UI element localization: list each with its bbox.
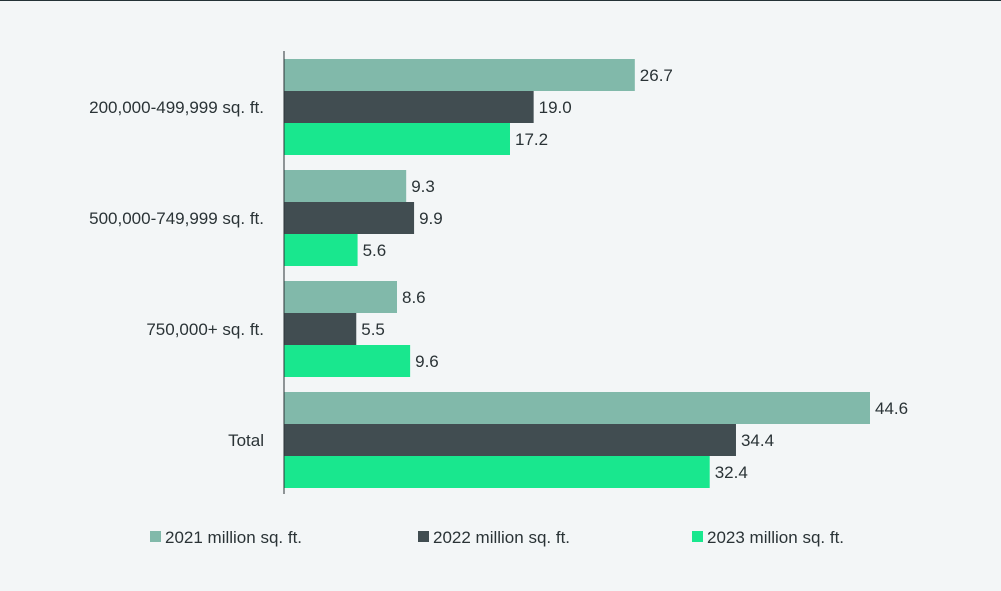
bar-750-000-sq-ft-2023 [284,345,411,377]
bar-200-000-499-999-sq-ft-2023 [284,123,510,155]
bar-total-2022 [284,424,736,456]
value-label-200-000-499-999-sq-ft-2022: 19.0 [539,98,572,117]
bar-500-000-749-999-sq-ft-2023 [284,234,358,266]
legend-label-2023: 2023 million sq. ft. [707,528,844,547]
bar-total-2021 [284,392,870,424]
bar-200-000-499-999-sq-ft-2022 [284,91,534,123]
category-label-750-000-sq-ft: 750,000+ sq. ft. [146,320,264,339]
bar-200-000-499-999-sq-ft-2021 [284,59,635,91]
value-label-200-000-499-999-sq-ft-2023: 17.2 [515,130,548,149]
bar-total-2023 [284,456,710,488]
category-labels-group: 200,000-499,999 sq. ft. 500,000-749,999 s… [89,98,264,450]
value-label-500-000-749-999-sq-ft-2022: 9.9 [419,209,443,228]
category-label-200-000-499-999-sq-ft: 200,000-499,999 sq. ft. [89,98,264,117]
category-label-500-000-749-999-sq-ft: 500,000-749,999 sq. ft. [89,209,264,228]
bar-500-000-749-999-sq-ft-2021 [284,170,407,202]
value-labels-group: 26.7 19.0 17.2 9.3 9.9 5.6 8.6 5.5 9.6 44.6 34.4 32… [361,66,908,482]
legend-label-2022: 2022 million sq. ft. [433,528,570,547]
bar-750-000-sq-ft-2021 [284,281,397,313]
legend-swatch-2021 [150,531,161,542]
value-label-500-000-749-999-sq-ft-2021: 9.3 [411,177,435,196]
value-label-750-000-sq-ft-2021: 8.6 [402,288,426,307]
legend-swatch-2023 [692,531,703,542]
legend: 2021 million sq. ft. 2022 million sq. ft.… [150,528,844,547]
bars-group [284,59,870,488]
value-label-total-2022: 34.4 [741,431,774,450]
value-label-750-000-sq-ft-2022: 5.5 [361,320,385,339]
legend-label-2021: 2021 million sq. ft. [165,528,302,547]
value-label-total-2021: 44.6 [875,399,908,418]
value-label-500-000-749-999-sq-ft-2023: 5.6 [363,241,387,260]
legend-swatch-2022 [418,531,429,542]
value-label-200-000-499-999-sq-ft-2021: 26.7 [640,66,673,85]
value-label-total-2023: 32.4 [715,463,748,482]
bar-500-000-749-999-sq-ft-2022 [284,202,415,234]
bar-750-000-sq-ft-2022 [284,313,357,345]
value-label-750-000-sq-ft-2023: 9.6 [415,352,439,371]
category-label-total: Total [228,431,264,450]
